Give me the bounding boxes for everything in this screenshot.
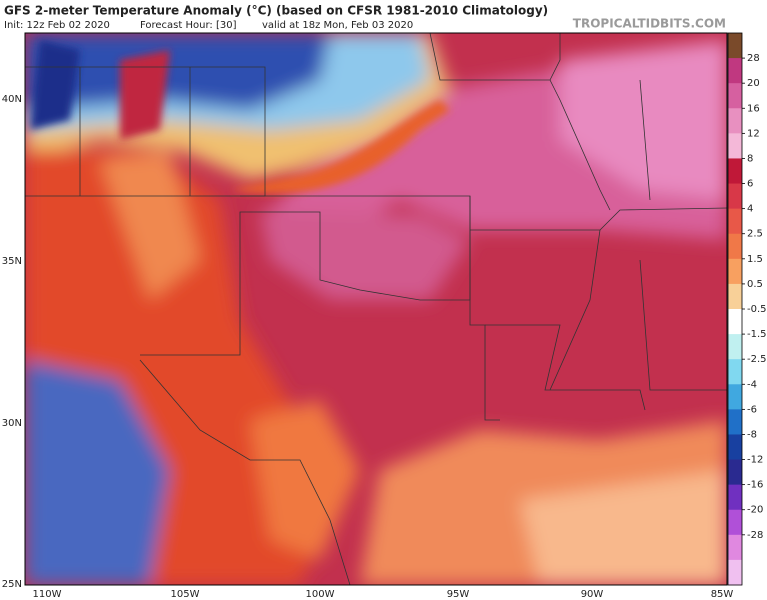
- latitude-label: 35N: [2, 256, 22, 267]
- colorbar-label: -6: [747, 404, 757, 415]
- colorbar-swatch: [728, 559, 742, 586]
- colorbar-swatch: [728, 409, 742, 435]
- colorbar-label: -16: [747, 480, 763, 491]
- colorbar-label: 8: [747, 153, 753, 164]
- map-frame: [24, 32, 728, 586]
- colorbar-swatch: [728, 83, 742, 109]
- valid-time: valid at 18z Mon, Feb 03 2020: [262, 20, 413, 31]
- watermark: TROPICALTIDBITS.COM: [573, 17, 726, 31]
- colorbar-label: -8: [747, 429, 757, 440]
- latitude-label: 30N: [2, 418, 22, 429]
- forecast-hour: Forecast Hour: [30]: [140, 20, 237, 31]
- colorbar-label: -20: [747, 505, 763, 516]
- colorbar-label: 12: [747, 128, 760, 139]
- colorbar-swatch: [728, 108, 742, 134]
- colorbar-swatch: [728, 33, 742, 59]
- colorbar-swatch: [728, 283, 742, 310]
- colorbar-swatch: [728, 334, 742, 360]
- colorbar-label: 20: [747, 78, 760, 89]
- colorbar: 28 20 16 12 8 6 4 2.5 1.5 0.5 -0.5 -1.5 -2.5 -4 -6 -8 -1…: [727, 32, 767, 586]
- latitude-label: 25N: [2, 579, 22, 590]
- colorbar-swatch: [728, 484, 742, 511]
- colorbar-label: -2.5: [747, 354, 767, 365]
- title: GFS 2-meter Temperature Anomaly (°C) (ba…: [4, 4, 548, 18]
- colorbar-swatch: [728, 258, 742, 285]
- colorbar-swatch: [728, 158, 742, 185]
- longitude-label: 95W: [447, 589, 470, 600]
- colorbar-label: 2.5: [747, 229, 763, 240]
- colorbar-label: 6: [747, 179, 753, 190]
- colorbar-swatch: [728, 208, 742, 235]
- colorbar-swatch: [728, 233, 742, 260]
- colorbar-label: -0.5: [747, 304, 767, 315]
- init-time: Init: 12z Feb 02 2020: [4, 20, 110, 31]
- colorbar-swatch: [728, 459, 742, 486]
- colorbar-swatch: [728, 509, 742, 536]
- state-borders: [25, 33, 727, 585]
- colorbar-swatch: [728, 133, 742, 159]
- longitude-label: 110W: [33, 589, 62, 600]
- colorbar-swatch: [728, 309, 742, 335]
- colorbar-label: 16: [747, 103, 760, 114]
- colorbar-label: -28: [747, 530, 763, 541]
- colorbar-label: -4: [747, 379, 757, 390]
- map: [25, 33, 727, 585]
- longitude-label: 100W: [306, 589, 335, 600]
- longitude-label: 105W: [171, 589, 200, 600]
- colorbar-label: 0.5: [747, 279, 763, 290]
- colorbar-swatch: [728, 384, 742, 410]
- colorbar-swatch: [728, 183, 742, 210]
- colorbar-swatch: [728, 58, 742, 84]
- colorbar-swatch: [728, 359, 742, 385]
- latitude-label: 40N: [2, 94, 22, 105]
- colorbar-swatch: [728, 534, 742, 561]
- longitude-label: 85W: [711, 589, 734, 600]
- colorbar-label: -1.5: [747, 329, 767, 340]
- longitude-label: 90W: [581, 589, 604, 600]
- colorbar-label: 28: [747, 53, 760, 64]
- colorbar-label: -12: [747, 455, 763, 466]
- colorbar-swatch: [728, 434, 742, 461]
- colorbar-label: 4: [747, 204, 753, 215]
- colorbar-label: 1.5: [747, 254, 763, 265]
